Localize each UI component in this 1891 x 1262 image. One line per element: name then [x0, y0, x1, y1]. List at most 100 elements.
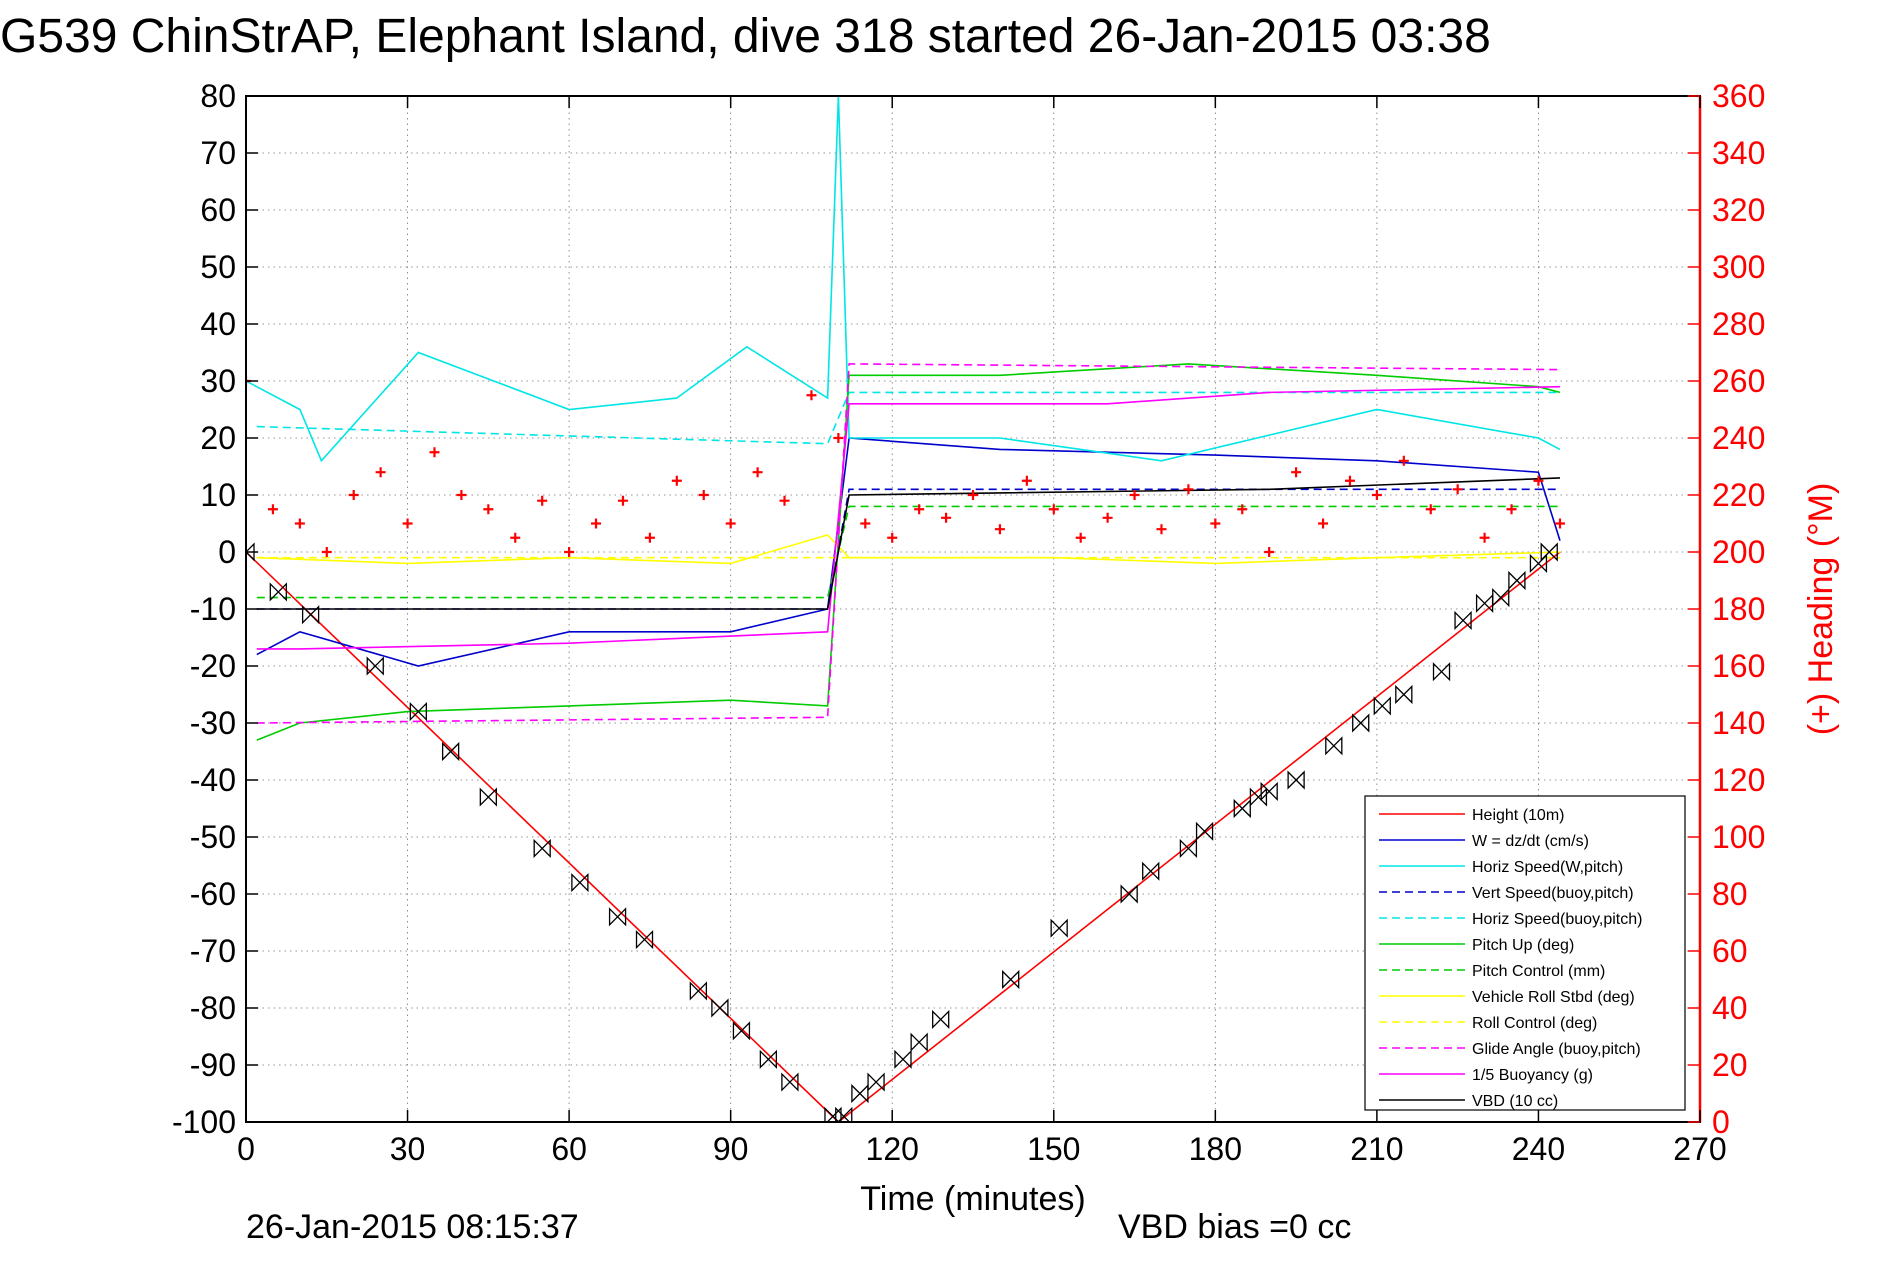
right-tick-label: 320 [1712, 192, 1765, 228]
grid [246, 96, 1700, 1122]
dive-marker [1002, 969, 1020, 990]
series-line-9 [256, 363, 1561, 724]
y-tick-label: 0 [218, 534, 236, 570]
right-tick-label: 0 [1712, 1104, 1730, 1140]
heading-point [914, 504, 925, 515]
heading-point [564, 547, 575, 557]
series-line-5 [256, 363, 1561, 741]
series-line-2 [246, 96, 1561, 463]
heading-point [537, 495, 548, 506]
legend-label-1: W = dz/dt (cm/s) [1472, 833, 1589, 850]
heading-point [375, 467, 386, 478]
series-clip [246, 96, 1565, 1122]
heading-point [1129, 490, 1140, 500]
right-tick-label: 40 [1712, 990, 1748, 1026]
x-tick-label: 120 [866, 1131, 919, 1167]
series-line-0 [246, 551, 1561, 1122]
dive-marker [1179, 838, 1198, 858]
dive-marker [910, 1032, 928, 1052]
dive-marker [1432, 662, 1451, 682]
right-tick-label: 100 [1712, 819, 1765, 855]
heading-point [1398, 455, 1409, 466]
heading-point [887, 532, 898, 543]
heading-point [779, 495, 790, 506]
dive-marker [781, 1072, 799, 1092]
heading-point [1183, 484, 1194, 495]
chart-title: G539 ChinStrAP, Elephant Island, dive 31… [0, 10, 1491, 63]
series-line-3 [256, 488, 1560, 610]
heading-point [1021, 475, 1032, 486]
series-line-11 [256, 477, 1561, 610]
heading-point [1237, 504, 1248, 515]
series-line-1 [256, 437, 1561, 667]
dive-marker [246, 542, 255, 562]
heading-point [806, 390, 817, 401]
y-tick-label: -60 [190, 876, 236, 912]
legend-label-5: Pitch Up (deg) [1472, 937, 1574, 954]
heading-point [725, 518, 736, 529]
x-tick-label: 210 [1350, 1131, 1403, 1167]
dive-marker [409, 702, 427, 722]
legend-label-3: Vert Speed(buoy,pitch) [1472, 885, 1634, 902]
dive-marker [533, 838, 551, 858]
dive-marker [1373, 696, 1391, 716]
dive-marker [1142, 861, 1160, 881]
x-axis-label: Time (minutes) [860, 1180, 1085, 1218]
heading-point [1344, 475, 1355, 486]
heading-point [429, 447, 440, 458]
legend-label-10: 1/5 Buoyancy (g) [1472, 1067, 1593, 1084]
right-axis: 3603403203002802602402202001801601401201… [1688, 78, 1765, 1140]
heading-point [860, 518, 871, 529]
dive-marker [1195, 821, 1214, 841]
x-tick-label: 270 [1673, 1131, 1726, 1167]
x-tick-label: 150 [1027, 1131, 1080, 1167]
dive-marker [851, 1083, 869, 1104]
dive-marker [689, 981, 708, 1001]
left-axis: 80 70 60 50 40 30 20 10 0 -10 -20 -30 -40 -50 -60 -70 -8… [172, 78, 258, 1140]
footer-bias: VBD bias =0 cc [1118, 1208, 1351, 1246]
heading-point [698, 490, 709, 500]
dive-marker [835, 1106, 853, 1122]
dive-marker [732, 1021, 751, 1041]
right-tick-label: 80 [1712, 876, 1748, 912]
dive-marker [1325, 736, 1343, 756]
y-tick-label: 30 [200, 363, 236, 399]
heading-point [968, 490, 978, 500]
x-tick-label: 0 [237, 1131, 255, 1167]
right-tick-label: 160 [1712, 648, 1765, 684]
dive-marker [1508, 570, 1526, 591]
y-tick-label: -30 [190, 705, 236, 741]
y-tick-label: 80 [200, 78, 236, 114]
dive-marker [269, 582, 287, 602]
heading-point [483, 504, 494, 515]
y-tick-label: -70 [190, 933, 236, 969]
right-tick-label: 60 [1712, 933, 1748, 969]
right-tick-label: 360 [1712, 78, 1765, 114]
dive-marker [635, 930, 654, 950]
dive-marker [571, 873, 589, 893]
y-tick-label: -100 [172, 1104, 236, 1140]
heading-point [321, 547, 332, 557]
right-tick-label: 140 [1712, 705, 1765, 741]
y-tick-label: -80 [190, 990, 236, 1026]
legend-label-7: Vehicle Roll Stbd (deg) [1472, 989, 1635, 1006]
y-tick-label: 20 [200, 420, 236, 456]
x-tick-label: 90 [713, 1131, 749, 1167]
right-tick-label: 120 [1712, 762, 1765, 798]
heading-point [1318, 518, 1329, 529]
dive-marker [1492, 588, 1510, 608]
y-tick-label: 50 [200, 249, 236, 285]
right-tick-label: 220 [1712, 477, 1765, 513]
heading-point [1533, 475, 1544, 486]
dive-marker [366, 656, 384, 676]
x-axis: 0 30 60 90 120 150 180 210 240 270 [237, 96, 1727, 1167]
y-tick-label: 70 [200, 135, 236, 171]
y-tick-label: 10 [200, 477, 236, 513]
legend-label-0: Height (10m) [1472, 807, 1564, 824]
heading-point [941, 512, 952, 523]
y-tick-label: -90 [190, 1047, 236, 1083]
series-line-4 [256, 391, 1560, 445]
dive-marker [1287, 770, 1305, 790]
dive-marker [1454, 610, 1472, 630]
dive-marker [759, 1049, 778, 1069]
